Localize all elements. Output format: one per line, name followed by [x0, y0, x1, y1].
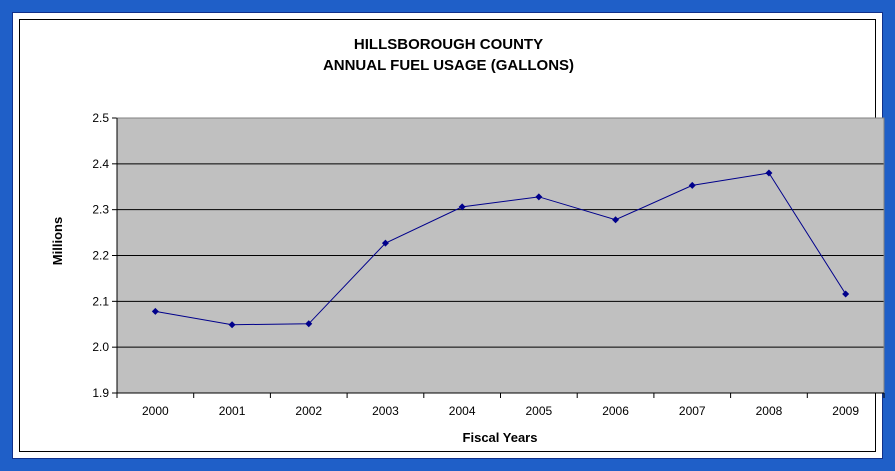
x-tick-label: 2004 — [449, 404, 476, 418]
y-tick-label: 2.1 — [92, 294, 109, 308]
y-tick-label: 2.4 — [92, 157, 109, 171]
y-tick-label: 1.9 — [92, 386, 109, 400]
chart-title-line-2: ANNUAL FUEL USAGE (GALLONS) — [322, 57, 575, 74]
data-point — [688, 181, 696, 189]
chart-title-line-1: HILLSBOROUGH COUNTY — [353, 36, 544, 53]
y-tick-label: 2.3 — [92, 203, 109, 217]
y-tick-label: 2.5 — [92, 111, 109, 125]
x-tick-label: 2007 — [679, 404, 706, 418]
data-point — [842, 290, 850, 298]
data-point — [458, 203, 466, 211]
data-point — [612, 216, 620, 224]
x-tick-label: 2002 — [295, 404, 322, 418]
y-axis-title: Millions — [50, 217, 65, 265]
x-tick-label: 2009 — [832, 404, 859, 418]
data-point — [381, 239, 389, 247]
x-tick-label: 2006 — [602, 404, 629, 418]
data-point — [151, 307, 159, 315]
x-tick-label: 2005 — [525, 404, 552, 418]
y-tick-label: 2.2 — [92, 249, 109, 263]
x-tick-label: 2000 — [142, 404, 169, 418]
data-point — [305, 320, 313, 328]
x-axis-title: Fiscal Years — [463, 430, 538, 445]
data-point — [765, 169, 773, 177]
data-point — [228, 321, 236, 329]
series-line — [155, 172, 847, 326]
x-tick-label: 2001 — [219, 404, 246, 418]
x-tick-label: 2008 — [756, 404, 783, 418]
y-tick-label: 2.0 — [92, 340, 109, 354]
data-point — [535, 193, 543, 201]
x-tick-label: 2003 — [372, 404, 399, 418]
